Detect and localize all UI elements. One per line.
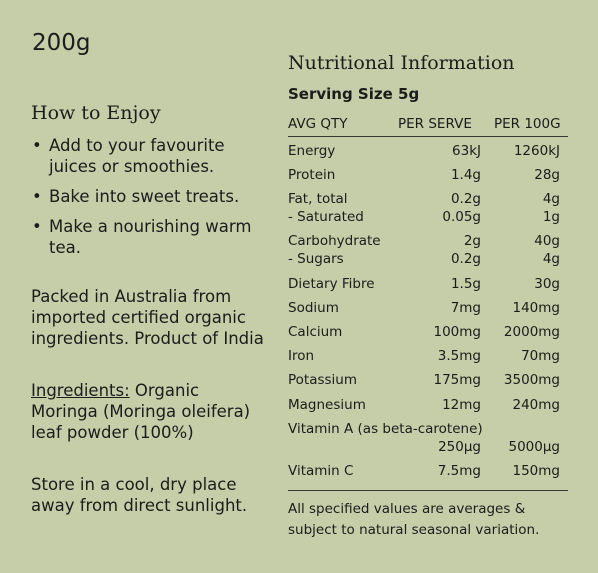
per-serve-value: 7mg [450,300,481,316]
per-100g-value: 4g [542,191,560,207]
nutrient-name: Dietary Fibre [288,276,375,292]
per-serve-value: 100mg [433,324,482,340]
nutrient-name: Potassium [288,372,358,388]
header-avg-qty: AVG QTY [288,116,348,132]
per-serve-value: 63kJ [452,143,481,159]
per-serve-value: 2g [463,233,481,249]
per-serve-value: 12mg [442,397,481,413]
nutrient-name: - Sugars [288,251,344,267]
nutrient-name: Magnesium [288,397,366,413]
per-serve-value: 7.5mg [437,463,481,479]
nutrient-name: Sodium [288,300,339,316]
per-100g-value: 140mg [512,300,561,316]
per-100g-value: 4g [542,251,560,267]
nutrient-name: Iron [288,348,315,364]
suggestion-item: Bake into sweet treats. [32,186,262,207]
per-100g-value: 240mg [512,397,561,413]
serving-suggestions-list: Add to your favourite juices or smoothie… [32,135,262,267]
per-100g-value: 150mg [512,463,561,479]
nutrition-title: Nutritional Information [288,52,515,74]
footer-divider [288,490,568,491]
nutrient-name: Vitamin C [288,463,354,479]
nutrient-name: Carbohydrate [288,233,381,249]
storage-instructions: Store in a cool, dry place away from dir… [31,475,248,515]
net-weight: 200g [32,30,91,56]
nutrient-name: Calcium [288,324,343,340]
per-serve-value: 175mg [433,372,482,388]
per-serve-value: 1.5g [450,276,481,292]
per-100g-value: 5000μg [508,439,560,455]
header-per-serve: PER SERVE [398,116,472,132]
per-100g-value: 30g [534,276,560,292]
ingredients-label: Ingredients: [31,381,130,400]
per-100g-value: 2000mg [503,324,560,340]
per-serve-value: 1.4g [450,167,481,183]
per-100g-value: 1260kJ [513,143,560,159]
serving-size: Serving Size 5g [288,85,420,103]
per-serve-value: 250μg [438,439,481,455]
nutrient-name: Energy [288,143,336,159]
per-serve-value: 0.2g [450,251,481,267]
ingredients-text: Organic Moringa (Moringa oleifera) leaf … [31,381,251,442]
nutrient-name: - Saturated [288,209,364,225]
per-100g-value: 28g [534,167,560,183]
per-100g-value: 70mg [521,348,560,364]
ingredients-statement: Ingredients: Organic Moringa (Moringa ol… [31,380,271,443]
header-divider [288,136,568,137]
suggestion-item: Make a nourishing warm tea. [32,216,262,258]
how-to-enjoy-heading: How to Enjoy [31,102,161,124]
nutrient-name: Vitamin A (as beta-carotene) [288,421,483,437]
per-serve-value: 0.2g [450,191,481,207]
header-per-100g: PER 100G [494,116,561,132]
nutrient-name: Fat, total [288,191,348,207]
nutrition-footnote: All specified values are averages & subj… [288,501,540,538]
per-100g-value: 1g [542,209,560,225]
suggestion-item: Add to your favourite juices or smoothie… [32,135,262,177]
origin-statement: Packed in Australia from imported certif… [31,287,264,348]
per-100g-value: 40g [534,233,560,249]
per-100g-value: 3500mg [503,372,560,388]
per-serve-value: 0.05g [442,209,481,225]
nutrient-name: Protein [288,167,336,183]
per-serve-value: 3.5mg [437,348,481,364]
